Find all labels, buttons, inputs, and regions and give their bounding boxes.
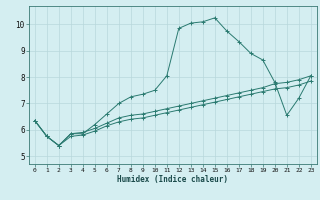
X-axis label: Humidex (Indice chaleur): Humidex (Indice chaleur) bbox=[117, 175, 228, 184]
